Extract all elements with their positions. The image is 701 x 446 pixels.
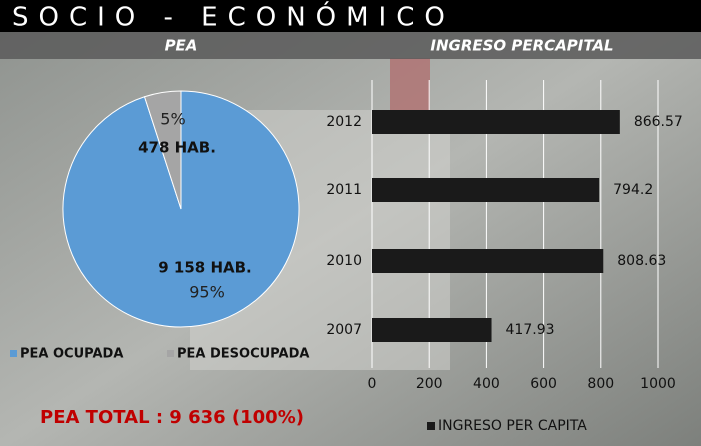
value-label: 417.93 (506, 322, 555, 338)
bar (372, 110, 620, 134)
legend-label: PEA DESOCUPADA (177, 347, 309, 362)
bar-title: INGRESO PERCAPITAL (430, 37, 613, 55)
pie-title: PEA (165, 37, 198, 55)
header-title: SOCIO - ECONÓMICO (12, 1, 455, 33)
pie-slice (143, 90, 182, 210)
y-tick-label: 2007 (326, 322, 362, 338)
value-label: 794.2 (613, 182, 653, 198)
header-bar (0, 0, 701, 32)
x-tick-label: 800 (587, 376, 614, 392)
legend-swatch (167, 350, 174, 357)
x-tick-label: 200 (416, 376, 443, 392)
x-tick-label: 400 (473, 376, 500, 392)
legend-swatch (427, 422, 435, 430)
footer-total: PEA TOTAL : 9 636 (100%) (40, 407, 304, 428)
y-tick-label: 2012 (326, 114, 362, 130)
section-bar (0, 32, 701, 59)
value-label: 866.57 (634, 114, 683, 130)
pie-value-label: 5% (160, 110, 185, 129)
map-highlight (390, 58, 430, 110)
legend-swatch (10, 350, 17, 357)
value-label: 808.63 (617, 253, 666, 269)
bar (372, 318, 492, 342)
pie-value-label: 95% (189, 283, 225, 302)
legend-label: INGRESO PER CAPITA (438, 418, 587, 434)
legend-label: PEA OCUPADA (20, 347, 123, 362)
y-tick-label: 2011 (326, 182, 362, 198)
x-tick-label: 1000 (640, 376, 676, 392)
x-tick-label: 0 (368, 376, 377, 392)
y-tick-label: 2010 (326, 253, 362, 269)
hab-label: 478 HAB. (138, 139, 216, 157)
hab-label: 9 158 HAB. (158, 259, 252, 277)
bar (372, 178, 600, 202)
x-tick-label: 600 (530, 376, 557, 392)
bar (372, 249, 604, 273)
